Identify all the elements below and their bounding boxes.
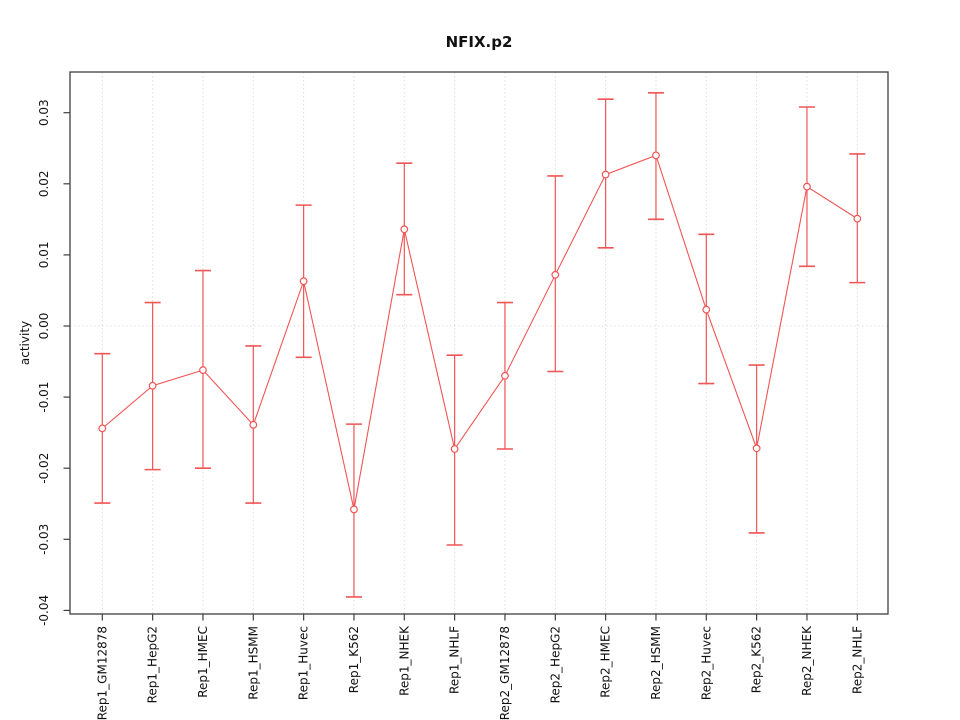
data-point	[450, 445, 459, 453]
y-tick-label: 0.03	[37, 99, 51, 126]
data-point	[652, 151, 660, 160]
y-tick-label: -0.03	[37, 524, 51, 555]
x-tick-label: Rep1_Huvec	[297, 626, 311, 700]
data-point	[853, 214, 862, 223]
y-tick-label: -0.04	[37, 595, 51, 626]
x-tick-label: Rep2_HMEC	[599, 626, 613, 698]
data-point	[199, 366, 207, 374]
data-point	[702, 305, 711, 314]
x-tick-label: Rep1_HepG2	[146, 626, 160, 703]
data-point	[803, 182, 811, 191]
x-tick-label: Rep1_NHEK	[397, 625, 411, 696]
data-point	[299, 277, 308, 286]
data-point	[400, 225, 409, 234]
data-point	[601, 170, 610, 179]
y-tick-label: -0.02	[37, 453, 51, 484]
x-tick-label: Rep2_K562	[750, 626, 764, 693]
x-tick-label: Rep1_GM12878	[95, 626, 109, 720]
series-line	[101, 154, 858, 510]
x-tick-label: Rep2_HSMM	[649, 626, 663, 700]
y-tick-label: 0.02	[37, 170, 51, 197]
y-axis-label: activity	[18, 321, 32, 365]
x-tick-label: Rep2_NHLF	[850, 626, 864, 694]
x-tick-label: Rep2_Huvec	[699, 626, 713, 700]
y-tick-label: 0.01	[37, 242, 51, 269]
data-point	[249, 420, 258, 429]
x-tick-label: Rep2_HepG2	[548, 626, 562, 703]
y-tick-label: 0.00	[37, 313, 51, 340]
x-tick-label: Rep2_GM12878	[498, 626, 512, 720]
plot-frame	[69, 71, 889, 615]
data-point	[148, 381, 157, 390]
x-tick-label: Rep1_NHLF	[448, 626, 462, 694]
x-tick-label: Rep1_HMEC	[196, 626, 210, 698]
data-point	[98, 424, 107, 433]
x-tick-label: Rep2_NHEK	[800, 625, 814, 696]
data-point	[501, 371, 509, 380]
data-point	[752, 444, 761, 453]
x-tick-label: Rep1_K562	[347, 626, 361, 693]
y-tick-label: -0.01	[37, 382, 51, 413]
x-tick-label: Rep1_HSMM	[246, 626, 260, 700]
data-point	[551, 270, 560, 279]
chart-title: NFIX.p2	[446, 33, 513, 51]
data-point	[350, 505, 358, 514]
